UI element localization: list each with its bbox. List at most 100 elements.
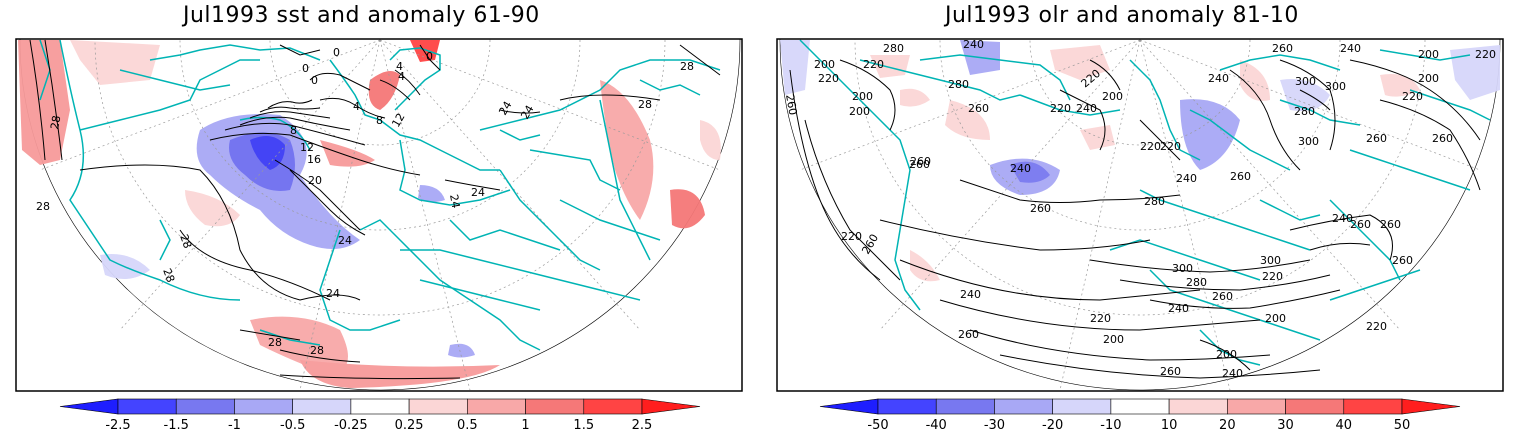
contour-label: 220 [1050,102,1071,115]
contour-label: 260 [1380,218,1401,231]
left-map-frame [15,38,743,392]
left-map: 28 28 28 28 24 24 24 24 20 16 12 8 4 4 8… [18,39,741,391]
contour-label: 300 [1298,135,1319,148]
contour-label: 200 [1265,312,1286,325]
contour-label: 24 [326,287,340,300]
colorbar-tick-label: -50 [867,418,888,430]
contour-label-east: 28 [638,98,652,111]
contour-label: 260 [1160,365,1181,378]
left-contour-labels: 28 28 28 28 24 24 24 24 20 16 12 8 4 4 8… [36,46,537,357]
left-colorbar: -2.5 -1.5 -1 -0.5 -0.25 0.25 0.5 1 1.5 2.5 [59,398,701,430]
contour-label: 240 [963,38,984,51]
contour-label: 200 [1102,90,1123,103]
contour-label-top: 220 [1475,48,1496,61]
contour-label: 16 [307,153,321,166]
contour-label-top: 240 [1340,42,1361,55]
colorbar-tick-label: -30 [984,418,1005,430]
contour-label: 220 [863,58,884,71]
colorbar-arrow-left [59,398,119,415]
contour-label: 240 [1222,367,1243,380]
colorbar-bin [877,398,937,415]
contour-label: 260 [1392,254,1413,267]
right-contours [789,59,1481,379]
contour-label: 240 [1176,172,1197,185]
contour-label: 24 [471,186,485,199]
colorbar-tick-label: 30 [1277,418,1294,430]
contour-label: 28 [36,200,50,213]
right-graticule [799,39,1481,391]
contour-label: 280 [948,78,969,91]
right-coastlines [799,39,1491,366]
colorbar-tick-label: -20 [1042,418,1063,430]
left-graticule [39,39,721,391]
contour-label: 0 [311,74,318,87]
contour-label: 24 [518,103,536,122]
colorbar-arrow-left [819,398,879,415]
contour-label: 28 [310,344,324,357]
colorbar-bin [1052,398,1112,415]
contour-label: 240 [1168,302,1189,315]
colorbar-bin [1227,398,1286,415]
contour-label: 240 [1010,162,1031,175]
contour-label-upper-right: 28 [680,60,694,73]
colorbar-bin [583,398,643,415]
colorbar-tick-label: 0.25 [395,418,424,430]
right-contour-labels: 280 240 220 200 220 260 200 280 260 220 … [783,38,1453,380]
colorbar-tick-label: 1 [521,418,529,430]
colorbar-bin [1343,398,1403,415]
contour-label: 200 [1103,333,1124,346]
contour-label: 28 [177,233,194,251]
contour-label: 200 [849,105,870,118]
contour-label: 260 [958,328,979,341]
right-anomaly-shading [780,40,1500,282]
contour-label: 220 [841,230,862,243]
contour-label: 240 [960,288,981,301]
contour-label-top: 200 [1418,72,1439,85]
contour-label: 260 [1212,290,1233,303]
contour-label: 28 [48,114,63,130]
contour-label: 0 [333,46,340,59]
colorbar-bin [350,398,410,415]
contour-label: 260 [1350,218,1371,231]
contour-label: 280 [1144,195,1165,208]
colorbar-tick-label: -0.25 [334,418,368,430]
colorbar-bin [117,398,177,415]
contour-label: 240 [1076,102,1097,115]
contour-label: 260 [783,93,799,116]
contour-label: 24 [338,234,352,247]
colorbar-bin [292,398,352,415]
contour-label: 4 [396,60,403,73]
contour-label: 300 [1260,254,1281,267]
colorbar-bin [525,398,585,415]
right-colorbar: -50 -40 -30 -20 -10 10 20 30 40 50 [819,398,1461,430]
contour-label: 220 [1090,312,1111,325]
colorbar-bin [234,398,293,415]
contour-label: 220 [1366,320,1387,333]
contour-label: 28 [268,336,282,349]
contour-label: 300 [1295,75,1316,88]
contour-label: 260 [968,102,989,115]
contour-label: 260 [910,155,931,168]
colorbar-tick-label: -1.5 [164,418,189,430]
colorbar-tick-label: -40 [926,418,947,430]
colorbar-arrow-right [1401,398,1461,415]
contour-label: 220 [1160,140,1181,153]
colorbar-tick-label: 20 [1219,418,1236,430]
contour-label: 220 [818,72,839,85]
colorbar-tick-label: -2.5 [105,418,130,430]
contour-label: 260 [1432,132,1453,145]
colorbar-bin [175,398,235,415]
contour-label: 260 [909,158,930,171]
left-coastlines [39,39,721,351]
contour-label-top: 220 [1402,90,1423,103]
contour-label: 28 [160,267,177,285]
colorbar-tick-label: -0.5 [280,418,305,430]
colorbar-tick-label: -1 [228,418,241,430]
contour-label: 24 [496,99,514,118]
contour-label: 220 [1262,270,1283,283]
right-map-title: Jul1993 olr and anomaly 81-10 [945,3,1299,28]
contour-label: 240 [1332,212,1353,225]
right-map: 280 240 220 200 220 260 200 280 260 220 … [779,38,1501,391]
colorbar-bin [467,398,526,415]
contour-label: 4 [353,100,360,113]
